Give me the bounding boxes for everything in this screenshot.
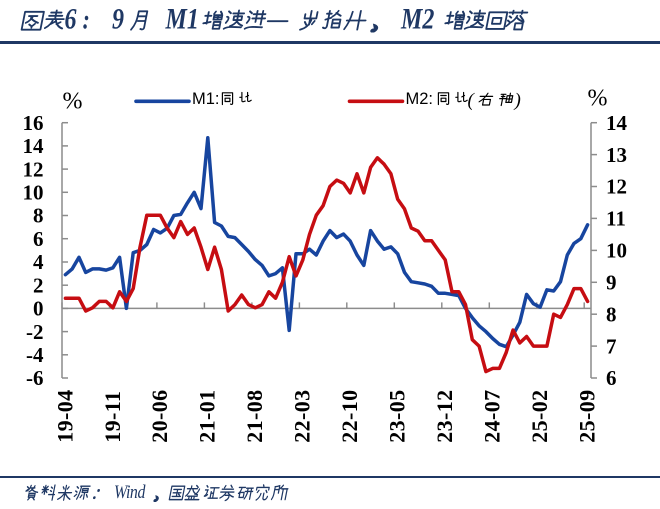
svg-text:25-02: 25-02 — [527, 389, 552, 442]
svg-text:20-06: 20-06 — [147, 389, 172, 442]
svg-text:22-03: 22-03 — [290, 389, 315, 442]
svg-text:14: 14 — [606, 111, 628, 135]
svg-text:%: % — [63, 89, 83, 115]
svg-text:8: 8 — [606, 302, 617, 326]
svg-text:9: 9 — [606, 271, 617, 295]
svg-text:6: 6 — [33, 227, 44, 251]
svg-text:0: 0 — [33, 297, 44, 321]
svg-text:24-07: 24-07 — [480, 389, 505, 442]
svg-text:21-08: 21-08 — [242, 389, 267, 442]
svg-text:16: 16 — [23, 111, 44, 135]
svg-text:2: 2 — [33, 273, 44, 297]
svg-text:25-09: 25-09 — [575, 389, 600, 442]
svg-text:7: 7 — [606, 334, 617, 358]
svg-text:19-11: 19-11 — [100, 391, 125, 443]
svg-text:21-01: 21-01 — [195, 389, 220, 442]
svg-text:4: 4 — [33, 250, 44, 274]
svg-text:-2: -2 — [26, 320, 44, 344]
svg-text:6: 6 — [606, 366, 617, 390]
svg-text:19-04: 19-04 — [52, 389, 77, 442]
svg-text:23-05: 23-05 — [385, 389, 410, 442]
svg-text:10: 10 — [606, 239, 627, 263]
svg-text:23-12: 23-12 — [432, 389, 457, 442]
svg-text:10: 10 — [23, 181, 44, 205]
svg-text:14: 14 — [23, 134, 45, 158]
svg-text:12: 12 — [606, 175, 627, 199]
svg-text:13: 13 — [606, 143, 627, 167]
svg-text:8: 8 — [33, 204, 44, 228]
svg-text:22-10: 22-10 — [337, 389, 362, 442]
svg-text:%: % — [588, 86, 608, 112]
svg-text:11: 11 — [606, 207, 626, 231]
svg-text:12: 12 — [23, 157, 44, 181]
svg-text:-4: -4 — [26, 343, 44, 367]
svg-text:-6: -6 — [26, 366, 44, 390]
